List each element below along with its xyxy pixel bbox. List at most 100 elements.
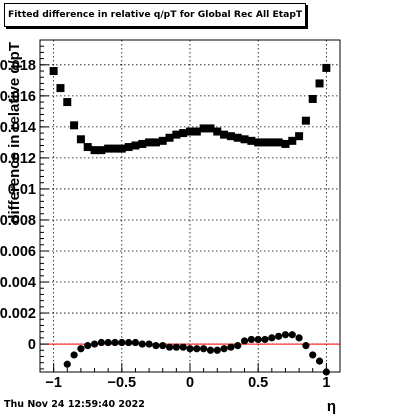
square-marker (315, 79, 324, 88)
data-markers (49, 63, 331, 376)
y-tick-label: 0 (28, 337, 36, 353)
plot-frame (39, 39, 341, 373)
axis-ticks (40, 39, 327, 372)
circle-marker (240, 337, 249, 345)
square-marker (213, 127, 222, 136)
x-tick-labels: −1 −0.5 0 0.5 1 (45, 375, 330, 391)
square-marker (267, 138, 276, 147)
square-marker (226, 132, 235, 141)
square-marker (172, 130, 181, 139)
circle-marker (145, 340, 153, 348)
circle-marker (200, 345, 208, 353)
circle-marker (220, 345, 228, 353)
square-marker (131, 141, 140, 150)
circle-marker (227, 343, 235, 351)
square-marker (56, 84, 65, 93)
square-marker (90, 146, 99, 155)
x-tick-label: 0.5 (248, 375, 268, 391)
square-marker (199, 124, 208, 133)
circle-marker (213, 346, 221, 354)
gridlines (40, 40, 340, 372)
y-tick-label: 0.008 (0, 213, 36, 229)
square-marker (165, 133, 174, 142)
x-tick-label: 1 (322, 375, 330, 391)
square-marker (254, 138, 263, 147)
circle-marker (186, 345, 194, 353)
circle-marker (172, 343, 180, 351)
y-axis-title: difference in relative q/pT (6, 42, 23, 224)
square-marker (70, 121, 79, 130)
circle-marker (90, 340, 99, 348)
circle-marker (206, 346, 215, 354)
chart-title: Fitted difference in relative q/pT for G… (4, 3, 307, 27)
square-marker (111, 144, 119, 153)
y-tick-label: 0.012 (0, 151, 36, 167)
circle-marker (70, 351, 78, 359)
circle-marker (111, 338, 119, 347)
circle-marker (152, 342, 160, 350)
circle-marker (125, 338, 133, 347)
square-marker (281, 139, 290, 148)
square-marker (97, 146, 106, 155)
square-marker (145, 138, 154, 147)
square-marker (83, 143, 92, 152)
circle-marker (302, 342, 310, 350)
square-marker (206, 124, 215, 133)
y-tick-label: 0.006 (0, 244, 36, 260)
square-marker (138, 139, 147, 148)
circle-marker (254, 335, 262, 344)
circle-marker (77, 345, 85, 353)
circle-marker (193, 345, 201, 353)
x-tick-label: 0 (186, 375, 194, 391)
circle-marker (295, 334, 303, 342)
circle-marker (138, 340, 146, 348)
square-marker (49, 67, 58, 76)
y-tick-label: 0.014 (0, 120, 36, 136)
square-marker (322, 63, 331, 72)
square-marker (179, 129, 188, 138)
circle-marker (322, 368, 330, 376)
circle-marker (118, 338, 126, 347)
x-tick-label: −1 (45, 375, 62, 391)
square-marker (117, 144, 126, 153)
square-marker (124, 143, 133, 152)
square-marker (76, 135, 85, 144)
circle-marker (261, 335, 269, 344)
circle-marker (165, 343, 174, 351)
y-tick-labels: 0 0.002 0.004 0.006 0.008 0.01 0.012 0.014 0.016… (0, 58, 36, 353)
circle-marker (247, 335, 255, 344)
circle-marker (131, 338, 140, 347)
square-marker (192, 127, 201, 136)
square-marker (247, 136, 256, 145)
y-tick-label: 0.002 (0, 306, 36, 322)
x-tick-label: −0.5 (108, 375, 137, 391)
circle-marker (97, 338, 105, 347)
square-marker (301, 116, 310, 125)
square-marker (220, 130, 229, 139)
y-tick-label: 0.016 (0, 89, 36, 105)
y-tick-label: 0.004 (0, 275, 36, 291)
square-marker (233, 133, 242, 142)
square-marker (308, 94, 317, 103)
timestamp-label: Thu Nov 24 12:59:40 2022 (4, 399, 145, 410)
square-marker (295, 132, 304, 141)
y-tick-label: 0.018 (0, 58, 36, 74)
circle-marker (63, 360, 71, 368)
circle-marker (288, 331, 296, 339)
square-marker (240, 135, 249, 144)
circle-marker (309, 351, 317, 359)
circle-marker (275, 332, 283, 340)
circle-marker (268, 334, 276, 342)
x-axis-title: η (327, 398, 336, 414)
circle-marker (315, 357, 324, 365)
circle-marker (234, 342, 242, 350)
square-marker (151, 138, 160, 147)
circle-marker (159, 342, 167, 350)
circle-marker (179, 343, 187, 351)
square-marker (261, 138, 269, 147)
square-marker (63, 98, 72, 107)
circle-marker (84, 342, 92, 350)
square-marker (158, 136, 167, 145)
circle-marker (281, 331, 290, 339)
